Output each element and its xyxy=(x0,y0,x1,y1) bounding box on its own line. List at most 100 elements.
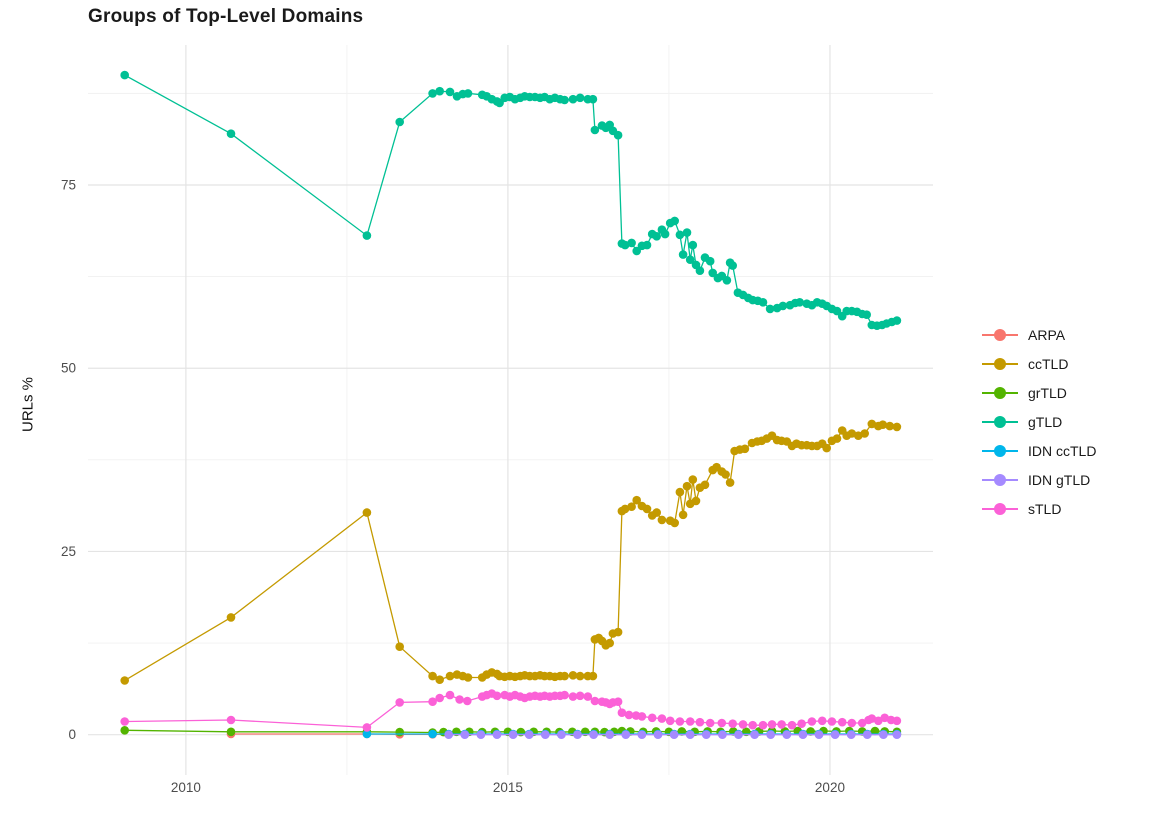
legend: ARPA ccTLD grTLD gTLD IDN ccTLD IDN gTLD sTLD xyxy=(982,320,1096,523)
data-point xyxy=(688,475,698,484)
data-point xyxy=(847,429,857,438)
data-point xyxy=(758,298,768,307)
data-point xyxy=(428,671,437,681)
data-point xyxy=(362,729,372,739)
data-point xyxy=(455,695,464,704)
chart-title: Groups of Top-Level Domains xyxy=(88,6,364,27)
data-point xyxy=(685,717,695,726)
data-point xyxy=(682,228,692,237)
series-line-gTLD xyxy=(124,74,898,327)
data-point xyxy=(830,730,840,739)
legend-item-IDN-ccTLD: IDN ccTLD xyxy=(982,436,1096,465)
series-points-sTLD xyxy=(120,689,902,732)
legend-dot xyxy=(994,502,1006,515)
data-point xyxy=(463,89,473,98)
data-point xyxy=(476,730,486,739)
data-point xyxy=(642,240,652,250)
data-point xyxy=(589,730,598,739)
data-point xyxy=(560,690,569,700)
data-point xyxy=(613,627,623,637)
data-point xyxy=(460,730,470,739)
data-point xyxy=(766,730,775,739)
legend-key-icon xyxy=(982,386,1018,400)
data-point xyxy=(814,730,824,739)
data-point xyxy=(892,422,902,432)
data-point xyxy=(675,487,685,497)
x-tick-label: 2015 xyxy=(493,780,523,795)
data-point xyxy=(847,718,857,728)
data-point xyxy=(874,716,883,726)
data-point xyxy=(642,504,652,514)
legend-label: ccTLD xyxy=(1028,355,1069,372)
data-point xyxy=(560,95,569,105)
data-point xyxy=(740,444,750,454)
data-point xyxy=(657,714,667,723)
series-line-ccTLD xyxy=(124,423,897,682)
data-point xyxy=(637,712,647,721)
data-point xyxy=(590,696,600,706)
legend-key-icon xyxy=(982,357,1018,371)
data-point xyxy=(463,673,473,682)
data-point xyxy=(665,716,675,726)
data-point xyxy=(583,692,593,701)
data-point xyxy=(782,730,792,739)
data-point xyxy=(722,276,732,285)
data-point xyxy=(822,443,831,453)
data-point xyxy=(863,730,872,739)
data-point xyxy=(892,730,902,739)
data-point xyxy=(807,717,817,726)
data-point xyxy=(575,691,585,701)
data-point xyxy=(647,713,657,723)
data-point xyxy=(670,518,679,528)
data-point xyxy=(620,240,630,250)
legend-label: grTLD xyxy=(1028,384,1067,401)
data-point xyxy=(695,717,705,727)
series-points-IDN-gTLD xyxy=(444,730,902,739)
y-tick-label: 75 xyxy=(61,177,76,192)
data-point xyxy=(120,70,129,80)
data-point xyxy=(573,730,582,739)
data-point xyxy=(787,720,797,730)
data-point xyxy=(428,89,437,98)
legend-label: ARPA xyxy=(1028,326,1066,343)
data-point xyxy=(879,730,888,739)
y-tick-label: 25 xyxy=(61,544,76,559)
data-point xyxy=(700,480,710,490)
data-point xyxy=(428,729,437,739)
data-point xyxy=(395,727,405,737)
data-point xyxy=(463,696,472,706)
data-point xyxy=(524,730,534,739)
data-point xyxy=(428,697,437,706)
data-point xyxy=(605,730,614,739)
legend-dot xyxy=(994,415,1006,428)
data-point xyxy=(226,129,236,138)
data-point xyxy=(860,429,869,438)
data-point xyxy=(226,715,236,725)
data-point xyxy=(444,730,454,739)
data-point xyxy=(362,723,372,732)
data-point xyxy=(678,510,688,520)
series-points-gTLD xyxy=(120,70,902,331)
legend-label: gTLD xyxy=(1028,413,1063,430)
legend-dot xyxy=(994,357,1006,370)
data-point xyxy=(685,255,695,264)
legend-key-icon xyxy=(982,473,1018,487)
data-point xyxy=(445,87,455,97)
data-point xyxy=(395,117,405,127)
series-points-ccTLD xyxy=(120,419,902,685)
data-point xyxy=(492,730,502,739)
data-point xyxy=(837,717,847,727)
data-point xyxy=(568,94,578,104)
data-point xyxy=(682,481,692,491)
legend-dot xyxy=(994,444,1006,457)
y-tick-label: 50 xyxy=(61,361,76,376)
legend-dot xyxy=(994,386,1006,399)
data-point xyxy=(857,718,867,728)
data-point xyxy=(226,613,236,622)
data-point xyxy=(588,94,598,104)
data-point xyxy=(702,730,711,739)
data-point xyxy=(120,717,129,726)
legend-dot xyxy=(994,328,1006,341)
legend-key-icon xyxy=(982,328,1018,342)
